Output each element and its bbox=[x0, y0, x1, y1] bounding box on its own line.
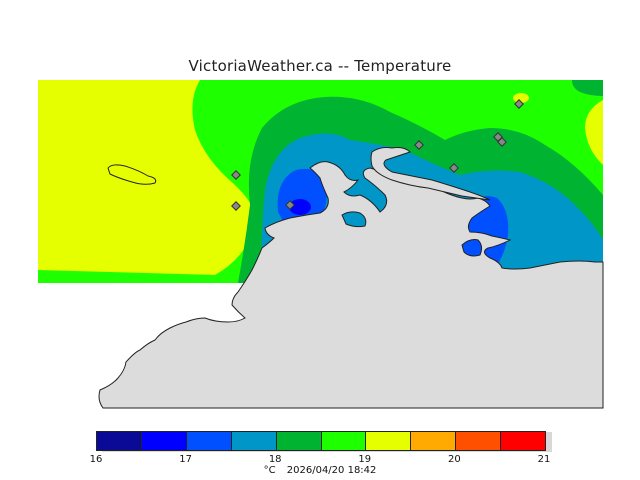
land-mass bbox=[98, 161, 604, 409]
legend-swatch bbox=[321, 432, 367, 450]
temp-field-warm-patch bbox=[513, 93, 529, 103]
legend-tick-label: 17 bbox=[179, 454, 192, 465]
inlet-water-east bbox=[461, 239, 483, 257]
legend-swatch bbox=[186, 432, 232, 450]
legend-swatch bbox=[276, 432, 322, 450]
temperature-legend bbox=[96, 431, 546, 451]
legend-tick-label: 16 bbox=[89, 454, 103, 465]
station-marker[interactable] bbox=[231, 170, 241, 180]
legend-swatch bbox=[141, 432, 187, 450]
legend-swatch bbox=[411, 432, 457, 450]
station-markers bbox=[231, 99, 524, 211]
legend-tick-label: 20 bbox=[448, 454, 461, 465]
temp-field-17-17-5 bbox=[277, 168, 327, 227]
unit-label: °C bbox=[263, 465, 276, 476]
map-title: VictoriaWeather.ca -- Temperature bbox=[188, 57, 452, 75]
station-marker[interactable] bbox=[231, 201, 241, 211]
legend-swatch bbox=[456, 432, 502, 450]
peninsula-spit bbox=[370, 147, 491, 201]
island bbox=[107, 164, 157, 185]
legend-swatch bbox=[366, 432, 412, 450]
station-marker[interactable] bbox=[414, 140, 424, 150]
legend-swatch bbox=[97, 432, 142, 450]
map-footer: °C 2026/04/20 18:42 bbox=[0, 465, 640, 476]
legend-tick-label: 18 bbox=[268, 454, 282, 465]
station-marker[interactable] bbox=[497, 137, 507, 147]
legend-tick-label: 21 bbox=[537, 454, 551, 465]
station-marker[interactable] bbox=[514, 99, 524, 109]
temp-field-16-5-17 bbox=[289, 199, 311, 215]
legend-tick-label: 19 bbox=[358, 454, 372, 465]
timestamp: 2026/04/20 18:42 bbox=[286, 465, 377, 476]
station-marker[interactable] bbox=[449, 163, 459, 173]
temp-field-18-18-5-top bbox=[572, 80, 603, 96]
legend-swatch bbox=[231, 432, 277, 450]
inlet-water bbox=[341, 211, 367, 228]
legend-swatch bbox=[501, 432, 546, 450]
station-marker[interactable] bbox=[285, 200, 295, 210]
